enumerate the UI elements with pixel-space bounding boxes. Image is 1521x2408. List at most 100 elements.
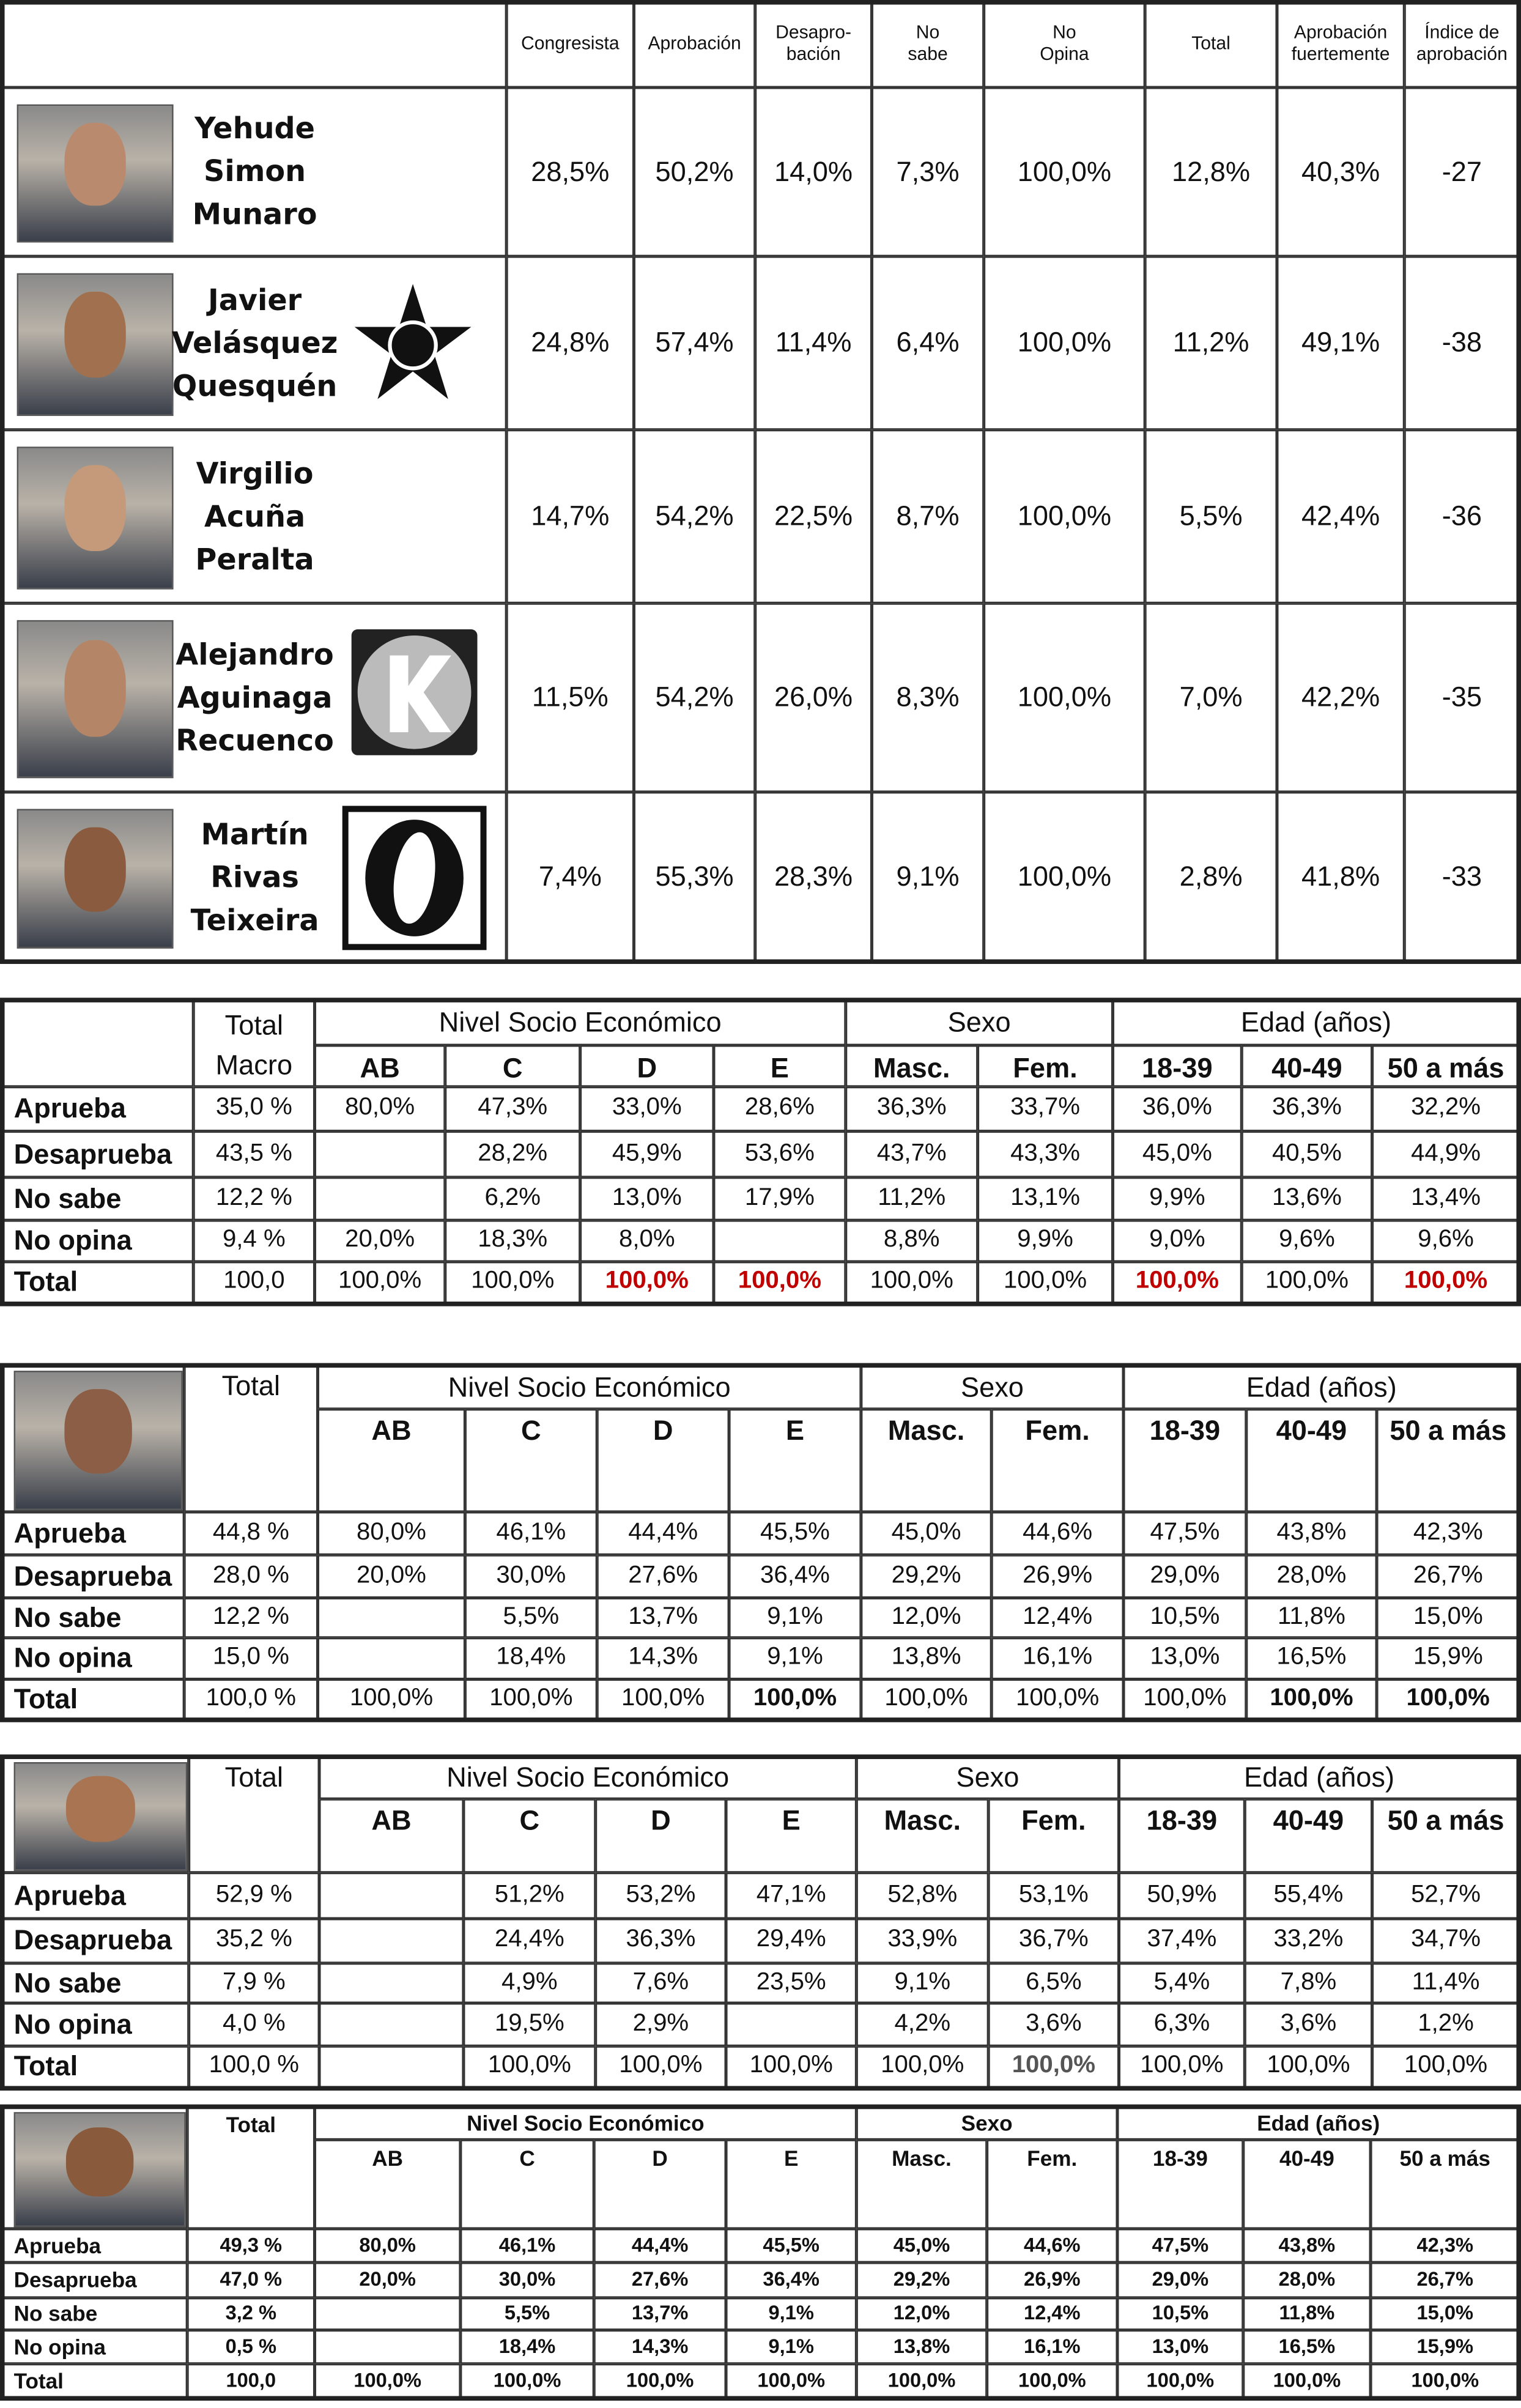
photo-face bbox=[65, 1388, 131, 1473]
sub-header: Fem. bbox=[991, 1409, 1124, 1512]
value-cell bbox=[314, 2330, 461, 2364]
sub-header-text: Masc. bbox=[873, 1052, 950, 1083]
value-cell: 13,0% bbox=[1123, 1637, 1246, 1680]
value: 13,8% bbox=[891, 1644, 961, 1671]
value-cell: 42,2% bbox=[1276, 603, 1405, 792]
header-text: Opina bbox=[1040, 42, 1089, 64]
sub-header: 18-39 bbox=[1117, 2139, 1243, 2229]
value-cell: 20,0% bbox=[314, 1220, 445, 1262]
value-cell: 13,7% bbox=[597, 1598, 730, 1638]
value-cell: 45,5% bbox=[729, 1511, 861, 1555]
sub-header: D bbox=[595, 1799, 727, 1873]
row-label-text: Total bbox=[13, 1266, 78, 1297]
column-header: No sabe bbox=[872, 0, 984, 88]
value-cell: 41,8% bbox=[1276, 791, 1405, 963]
value-cell: 2,9% bbox=[595, 2003, 727, 2047]
column-header: Desapro-bación bbox=[755, 0, 872, 88]
sub-header: C bbox=[465, 1409, 598, 1512]
value-cell: 16,5% bbox=[1243, 2330, 1371, 2364]
header-text: Total bbox=[1191, 31, 1230, 53]
value-cell: 34,7% bbox=[1372, 1918, 1520, 1963]
photo bbox=[17, 446, 174, 590]
value-cell bbox=[319, 2003, 464, 2047]
value-cell: 29,4% bbox=[726, 1918, 857, 1963]
value: 54,2% bbox=[655, 500, 734, 532]
value: 4,9% bbox=[501, 1969, 558, 1995]
value-cell: 18,4% bbox=[460, 2330, 594, 2364]
value-cell: 100,0% bbox=[986, 2363, 1117, 2398]
sub-header-text: E bbox=[785, 1415, 805, 1447]
value: 30,0% bbox=[498, 2267, 556, 2291]
value: 52,7% bbox=[1411, 1881, 1481, 1908]
value-cell: 100,0 % bbox=[184, 1679, 318, 1719]
group-label: Nivel Socio Económico bbox=[446, 1762, 730, 1793]
row-label-text: No sabe bbox=[13, 1602, 122, 1633]
value-cell: 100,0% bbox=[1123, 1679, 1246, 1719]
group-label: Sexo bbox=[947, 1007, 1011, 1038]
value-cell: 45,9% bbox=[580, 1131, 714, 1177]
value-cell: 33,2% bbox=[1245, 1918, 1372, 1963]
value: 9,1% bbox=[768, 2333, 814, 2357]
value: 100,0% bbox=[493, 2368, 561, 2391]
value: 55,3% bbox=[655, 861, 734, 892]
value-cell: 20,0% bbox=[317, 1555, 465, 1598]
row-label-text: Total bbox=[13, 1683, 78, 1714]
value-cell bbox=[319, 1872, 464, 1919]
value: 44,4% bbox=[631, 2232, 689, 2256]
value: 100,0% bbox=[1003, 1268, 1087, 1295]
candidate-name: Javier Velásquez Quesquén bbox=[163, 258, 347, 429]
value-cell: 0,5 % bbox=[187, 2330, 315, 2364]
value: 14,7% bbox=[531, 500, 610, 532]
header-text: Aprobación bbox=[1293, 21, 1388, 43]
photo bbox=[13, 1371, 183, 1511]
value: 100,0% bbox=[1018, 2368, 1086, 2391]
candidate-name: Martín Rivas Teixeira bbox=[163, 793, 347, 961]
value-cell: 100,0% bbox=[983, 87, 1145, 257]
value-cell bbox=[713, 1220, 846, 1262]
value: 11,4% bbox=[1412, 1969, 1480, 1995]
value-cell: 100,0 bbox=[187, 2363, 315, 2398]
value: 26,9% bbox=[1024, 2267, 1081, 2291]
row-label: Total bbox=[0, 2046, 189, 2088]
value-cell: 13,6% bbox=[1242, 1177, 1372, 1221]
value: 15,0% bbox=[1413, 1604, 1483, 1630]
header-text: Índice de bbox=[1424, 21, 1500, 43]
sub-header: Masc. bbox=[860, 1409, 992, 1512]
value-cell: 43,8% bbox=[1246, 1511, 1377, 1555]
row-label: Desaprueba bbox=[0, 1918, 189, 1963]
value: 42,3% bbox=[1413, 1519, 1483, 1546]
value: 16,5% bbox=[1278, 2333, 1336, 2357]
value: 15,9% bbox=[1413, 1644, 1483, 1671]
value: 43,8% bbox=[1278, 2232, 1336, 2256]
value-cell: 100,0% bbox=[988, 2046, 1119, 2088]
value-cell: 12,0% bbox=[860, 1598, 992, 1638]
value: 100,0% bbox=[1273, 2368, 1341, 2391]
sub-header-text: 40-49 bbox=[1279, 2146, 1334, 2171]
row-label-text: Desaprueba bbox=[13, 1560, 172, 1591]
value-cell: 100,0% bbox=[317, 1679, 465, 1719]
value: 7,9 % bbox=[222, 1969, 286, 1995]
value: 20,0% bbox=[345, 1226, 415, 1253]
group-label: Edad (años) bbox=[1246, 1371, 1397, 1402]
value-cell: 100,0% bbox=[595, 2046, 727, 2088]
value: 42,2% bbox=[1301, 681, 1380, 713]
value-cell: 11,2% bbox=[1145, 256, 1277, 430]
value: 9,4 % bbox=[222, 1226, 286, 1253]
value: 9,6% bbox=[1279, 1226, 1335, 1253]
name-line: Yehude bbox=[194, 112, 316, 146]
value-cell: 11,2% bbox=[845, 1177, 978, 1221]
value-cell: -38 bbox=[1404, 256, 1520, 430]
value: 37,4% bbox=[1147, 1927, 1217, 1953]
sub-header: E bbox=[729, 1409, 861, 1512]
value-cell: 100,0% bbox=[580, 1261, 714, 1303]
value-cell: 100,0% bbox=[1243, 2363, 1371, 2398]
value: 33,7% bbox=[1010, 1095, 1080, 1121]
value-cell: 13,0% bbox=[1117, 2330, 1243, 2364]
candidate-name: Yehude Simon Munaro bbox=[163, 89, 347, 255]
value-cell: 51,2% bbox=[463, 1872, 596, 1919]
sub-header: 40-49 bbox=[1245, 1799, 1372, 1873]
value-cell: -27 bbox=[1404, 87, 1520, 257]
value: 6,2% bbox=[484, 1184, 541, 1211]
value-cell: 9,1% bbox=[729, 1637, 861, 1680]
value: 36,0% bbox=[1142, 1095, 1212, 1121]
